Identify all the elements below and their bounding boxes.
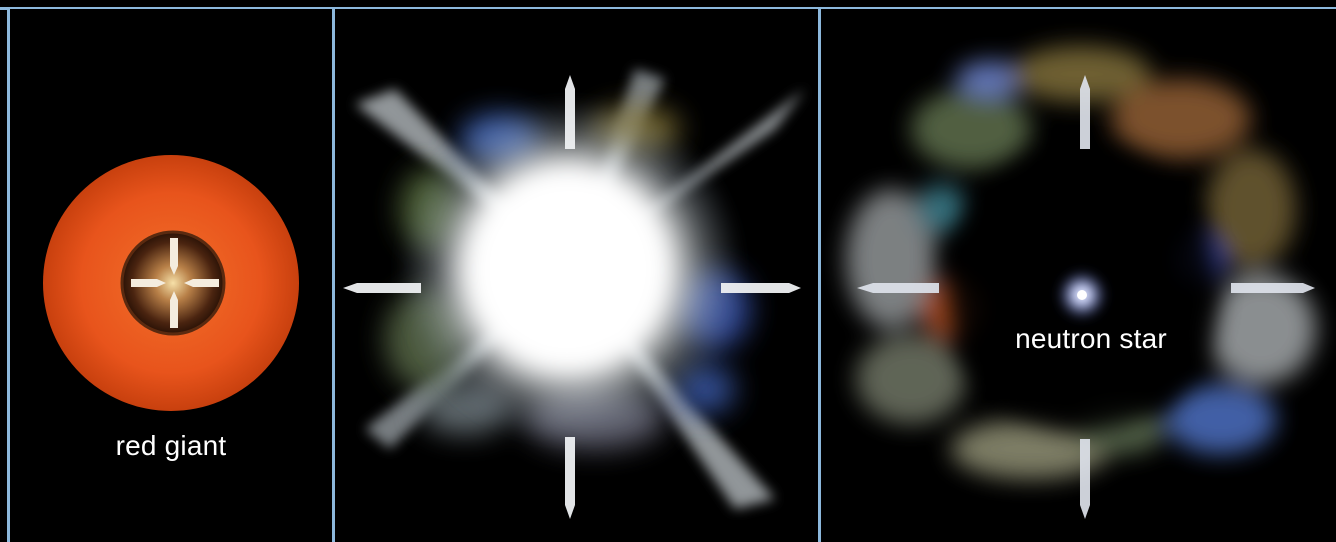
remnant-shell	[846, 46, 1316, 479]
outward-arrow-icon	[857, 75, 1315, 519]
remnant-illustration	[846, 46, 1316, 519]
supernova-illustration	[343, 69, 805, 519]
red-giant-core	[120, 230, 226, 336]
panel-supernova	[335, 9, 818, 542]
panel-remnant: neutron star	[821, 9, 1336, 542]
explosion-center-glow	[462, 164, 672, 374]
neutron-star-label: neutron star	[1015, 323, 1167, 354]
panel-divider-1	[332, 7, 335, 542]
frame-top-border	[0, 7, 1336, 10]
red-giant-illustration	[43, 155, 299, 411]
neutron-star-icon	[1077, 290, 1087, 300]
outward-arrow-icon	[343, 75, 801, 519]
frame-left-border	[7, 7, 10, 542]
inward-arrow-icon	[131, 238, 219, 328]
panel-divider-2	[818, 7, 821, 542]
panel-red-giant: red giant	[10, 9, 332, 542]
red-giant-label: red giant	[115, 430, 227, 461]
